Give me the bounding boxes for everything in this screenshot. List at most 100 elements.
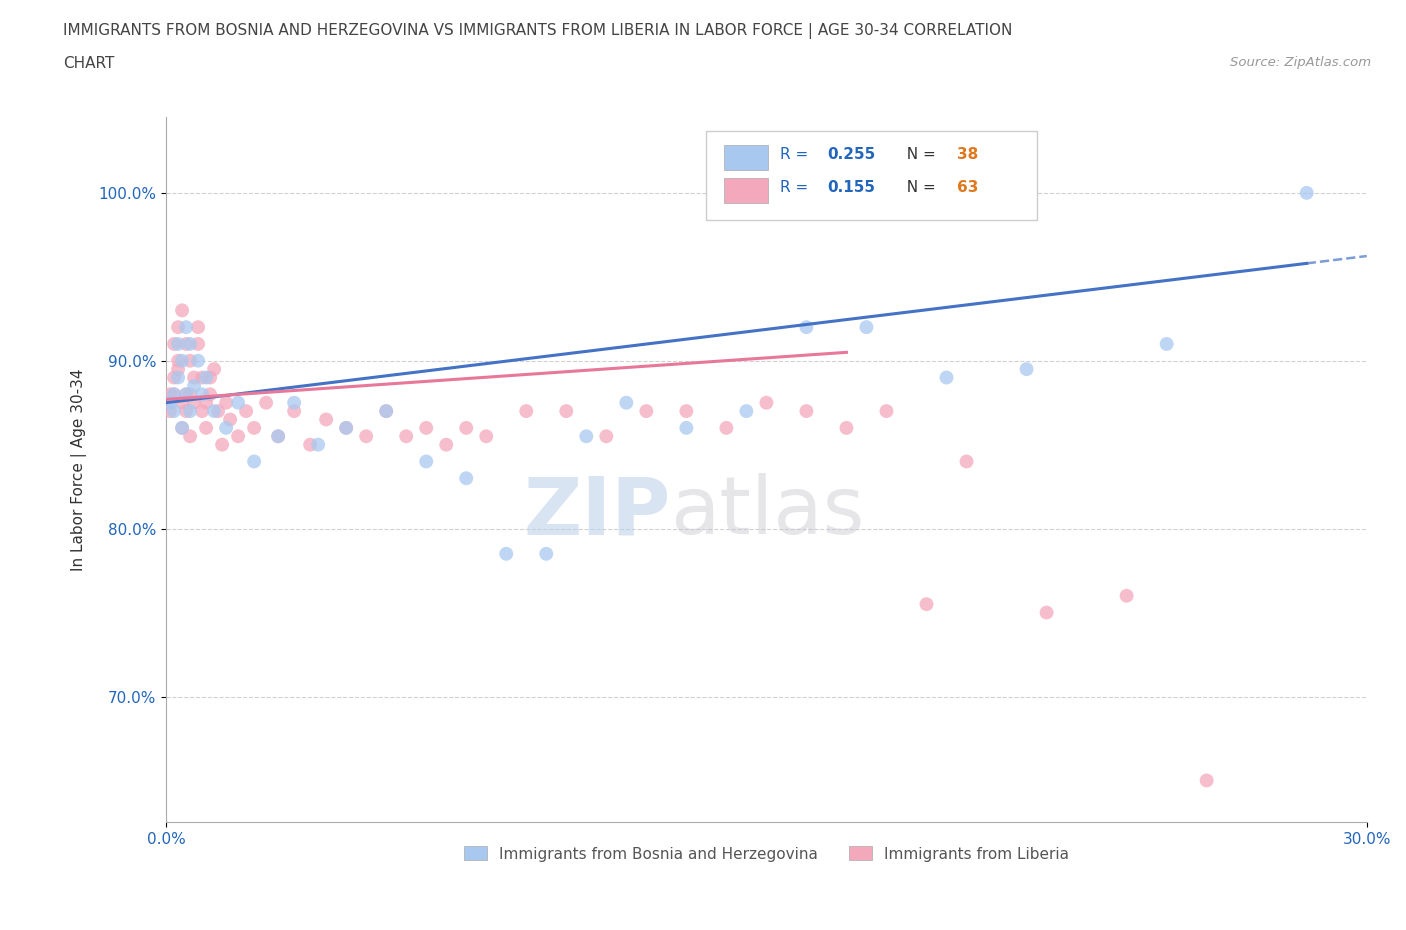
Point: [191, 387, 214, 402]
Point: [267, 429, 290, 444]
Point: [735, 404, 758, 418]
Text: R =: R =: [779, 147, 813, 162]
Point: [243, 420, 266, 435]
Point: [174, 337, 197, 352]
Point: [179, 429, 201, 444]
Point: [163, 387, 186, 402]
Text: ZIP: ZIP: [523, 473, 671, 551]
Point: [202, 362, 225, 377]
Point: [955, 454, 977, 469]
Point: [243, 454, 266, 469]
Point: [335, 420, 357, 435]
Y-axis label: In Labor Force | Age 30-34: In Labor Force | Age 30-34: [72, 368, 87, 571]
Point: [375, 404, 398, 418]
Point: [187, 337, 209, 352]
Point: [174, 404, 197, 418]
Point: [536, 546, 558, 561]
Point: [456, 420, 478, 435]
Point: [226, 395, 249, 410]
Point: [179, 353, 201, 368]
FancyBboxPatch shape: [724, 178, 768, 204]
Point: [207, 404, 229, 418]
Point: [159, 404, 181, 418]
Point: [187, 320, 209, 335]
Point: [226, 429, 249, 444]
Text: 0.155: 0.155: [828, 180, 876, 195]
Point: [755, 395, 778, 410]
Point: [195, 395, 218, 410]
Point: [172, 303, 194, 318]
Text: IMMIGRANTS FROM BOSNIA AND HERZEGOVINA VS IMMIGRANTS FROM LIBERIA IN LABOR FORCE: IMMIGRANTS FROM BOSNIA AND HERZEGOVINA V…: [63, 23, 1012, 39]
Text: 0.255: 0.255: [828, 147, 876, 162]
Text: 38: 38: [957, 147, 979, 162]
Point: [267, 429, 290, 444]
Point: [796, 404, 818, 418]
Point: [1195, 773, 1218, 788]
Point: [167, 370, 190, 385]
Point: [163, 337, 186, 352]
Point: [202, 404, 225, 418]
Point: [315, 412, 337, 427]
Point: [174, 387, 197, 402]
Point: [716, 420, 738, 435]
Point: [796, 320, 818, 335]
Text: N =: N =: [897, 147, 941, 162]
Point: [167, 337, 190, 352]
Point: [415, 420, 437, 435]
Text: 63: 63: [957, 180, 979, 195]
Point: [614, 395, 637, 410]
Point: [1156, 337, 1178, 352]
Point: [179, 404, 201, 418]
Point: [235, 404, 257, 418]
Point: [835, 420, 858, 435]
Text: Source: ZipAtlas.com: Source: ZipAtlas.com: [1230, 56, 1371, 69]
FancyBboxPatch shape: [724, 145, 768, 170]
Point: [1015, 362, 1038, 377]
FancyBboxPatch shape: [706, 131, 1036, 219]
Point: [167, 353, 190, 368]
Point: [211, 437, 233, 452]
Point: [354, 429, 377, 444]
Point: [375, 404, 398, 418]
Point: [855, 320, 877, 335]
Point: [495, 546, 517, 561]
Point: [172, 420, 194, 435]
Point: [434, 437, 457, 452]
Point: [174, 387, 197, 402]
Point: [191, 370, 214, 385]
Point: [935, 370, 957, 385]
Point: [172, 353, 194, 368]
Point: [283, 395, 305, 410]
Point: [215, 420, 238, 435]
Point: [179, 337, 201, 352]
Point: [456, 471, 478, 485]
Point: [1115, 589, 1137, 604]
Point: [183, 395, 205, 410]
Point: [159, 387, 181, 402]
Point: [515, 404, 537, 418]
Point: [595, 429, 617, 444]
Text: R =: R =: [779, 180, 813, 195]
Point: [172, 395, 194, 410]
Point: [335, 420, 357, 435]
Point: [191, 404, 214, 418]
Point: [555, 404, 578, 418]
Point: [875, 404, 897, 418]
Point: [198, 370, 221, 385]
Point: [675, 420, 697, 435]
Point: [915, 597, 938, 612]
Legend: Immigrants from Bosnia and Herzegovina, Immigrants from Liberia: Immigrants from Bosnia and Herzegovina, …: [458, 841, 1074, 868]
Point: [395, 429, 418, 444]
Point: [174, 320, 197, 335]
Point: [187, 353, 209, 368]
Point: [159, 395, 181, 410]
Point: [163, 387, 186, 402]
Point: [299, 437, 322, 452]
Point: [254, 395, 277, 410]
Point: [283, 404, 305, 418]
Point: [172, 420, 194, 435]
Text: atlas: atlas: [671, 473, 865, 551]
Point: [163, 370, 186, 385]
Point: [183, 370, 205, 385]
Point: [179, 387, 201, 402]
